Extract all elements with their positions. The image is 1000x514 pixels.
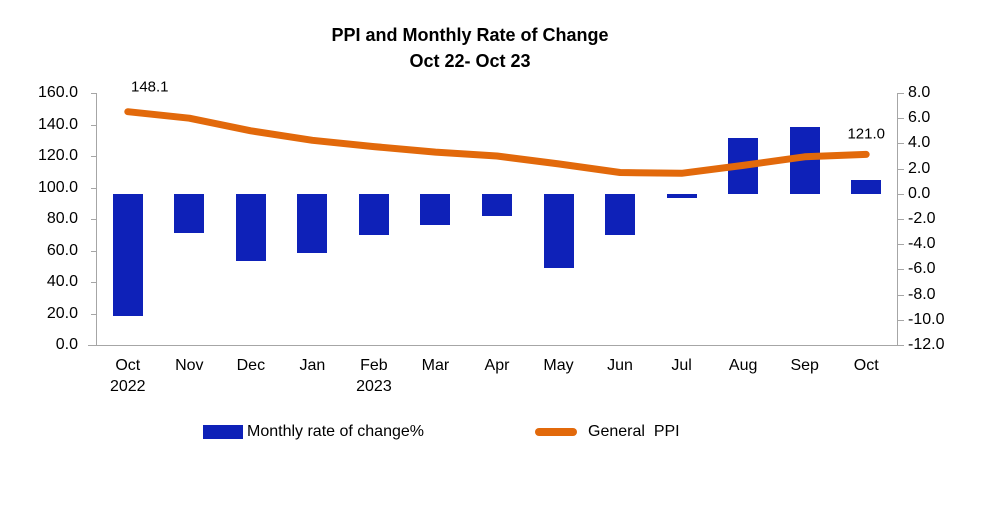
left-axis-tick [91,93,97,94]
x-axis-label-nov-1: Nov [175,357,204,374]
bar-jun-8 [605,193,636,236]
left-axis-tick-label: 0.0 [55,336,78,353]
left-axis-tick [91,250,97,252]
legend-label-general-ppi: General PPI [588,423,680,440]
bar-apr-6 [482,193,512,217]
x-axis-label-jan-3: Jan [299,357,326,374]
x-axis-label-feb-4: Feb [360,357,388,374]
bar-nov-1 [174,193,205,233]
x-axis-label-may-7: May [543,357,574,374]
left-axis-tick [91,282,97,283]
right-axis-tick-label: 2.0 [908,159,931,177]
bar-oct-12 [851,179,882,194]
left-axis-tick-label: 100.0 [37,178,78,196]
left-axis-tick-label: 140.0 [37,115,78,133]
right-axis-tick-label: 6.0 [908,109,931,127]
right-axis-tick-label: -4.0 [908,235,936,253]
x-axis-label-apr-6: Apr [484,357,510,374]
left-axis-tick-label: 160.0 [37,84,78,101]
right-axis-tick [898,143,904,145]
data-label-148-1: 148.1 [130,78,169,96]
left-axis-tick [91,313,97,315]
left-axis-tick-label: 40.0 [46,273,78,290]
legend-swatch-general-ppi [535,428,577,436]
chart-title-line2: Oct 22- Oct 23 [409,51,531,71]
right-axis-tick [898,269,904,271]
right-axis-tick-label: -12.0 [908,336,945,353]
right-axis-tick [898,345,904,346]
left-axis-tick [91,156,97,157]
right-axis-tick [898,219,904,220]
x-axis-label-dec-2: Dec [236,357,266,374]
right-axis-tick [898,93,904,94]
data-label-121-0: 121.0 [847,125,885,143]
right-axis-tick-label: 8.0 [908,84,931,101]
bar-dec-2 [235,193,266,261]
x-axis-label-aug-10: Aug [728,357,758,374]
bar-may-7 [543,193,574,269]
left-axis-tick [91,124,97,126]
left-axis-tick-label: 120.0 [37,147,78,164]
right-axis-tick [898,168,904,170]
right-axis-tick-label: -6.0 [908,260,936,278]
bar-feb-4 [358,193,389,236]
right-axis-tick [898,294,904,296]
x-axis-label-jun-8: Jun [607,357,633,374]
left-axis-tick-label: 60.0 [46,241,78,259]
bar-jul-9 [666,193,697,198]
right-axis-tick-label: 0.0 [908,184,931,202]
x-axis-label-sep-11: Sep [790,357,819,374]
right-axis-tick [898,319,904,321]
right-axis-tick [898,118,904,120]
x-axis-year-label-2022: 2022 [109,378,146,395]
x-axis-label-oct-0: Oct [115,357,141,374]
left-axis-tick-label: 80.0 [46,210,78,227]
left-axis-tick-label: 20.0 [46,304,78,322]
bar-oct-0 [112,193,143,317]
right-axis-tick-label: -10.0 [908,310,945,328]
x-axis-label-mar-5: Mar [421,357,450,374]
x-axis-line [88,345,904,346]
x-axis-label-oct-12: Oct [853,357,879,374]
x-axis-label-jul-9: Jul [671,357,692,374]
chart-title: PPI and Monthly Rate of Change Oct 22- O… [0,22,940,74]
legend-swatch-monthly-rate [203,425,243,439]
bar-mar-5 [420,193,451,226]
chart-title-line1: PPI and Monthly Rate of Change [331,25,609,45]
left-axis-tick [91,219,97,220]
legend-label-monthly-rate: Monthly rate of change% [247,423,424,440]
right-axis-tick-label: -8.0 [908,285,936,303]
bar-jan-3 [297,193,328,254]
x-axis-year-label-2023: 2023 [356,378,392,395]
right-axis-tick [898,193,904,195]
left-axis-tick [91,345,97,346]
left-axis-tick [91,187,97,189]
right-axis-line [897,93,898,345]
right-axis-tick-label: -2.0 [908,210,936,227]
right-axis-tick [898,244,904,246]
general-ppi-line [124,108,870,177]
right-axis-tick-label: 4.0 [908,134,931,152]
